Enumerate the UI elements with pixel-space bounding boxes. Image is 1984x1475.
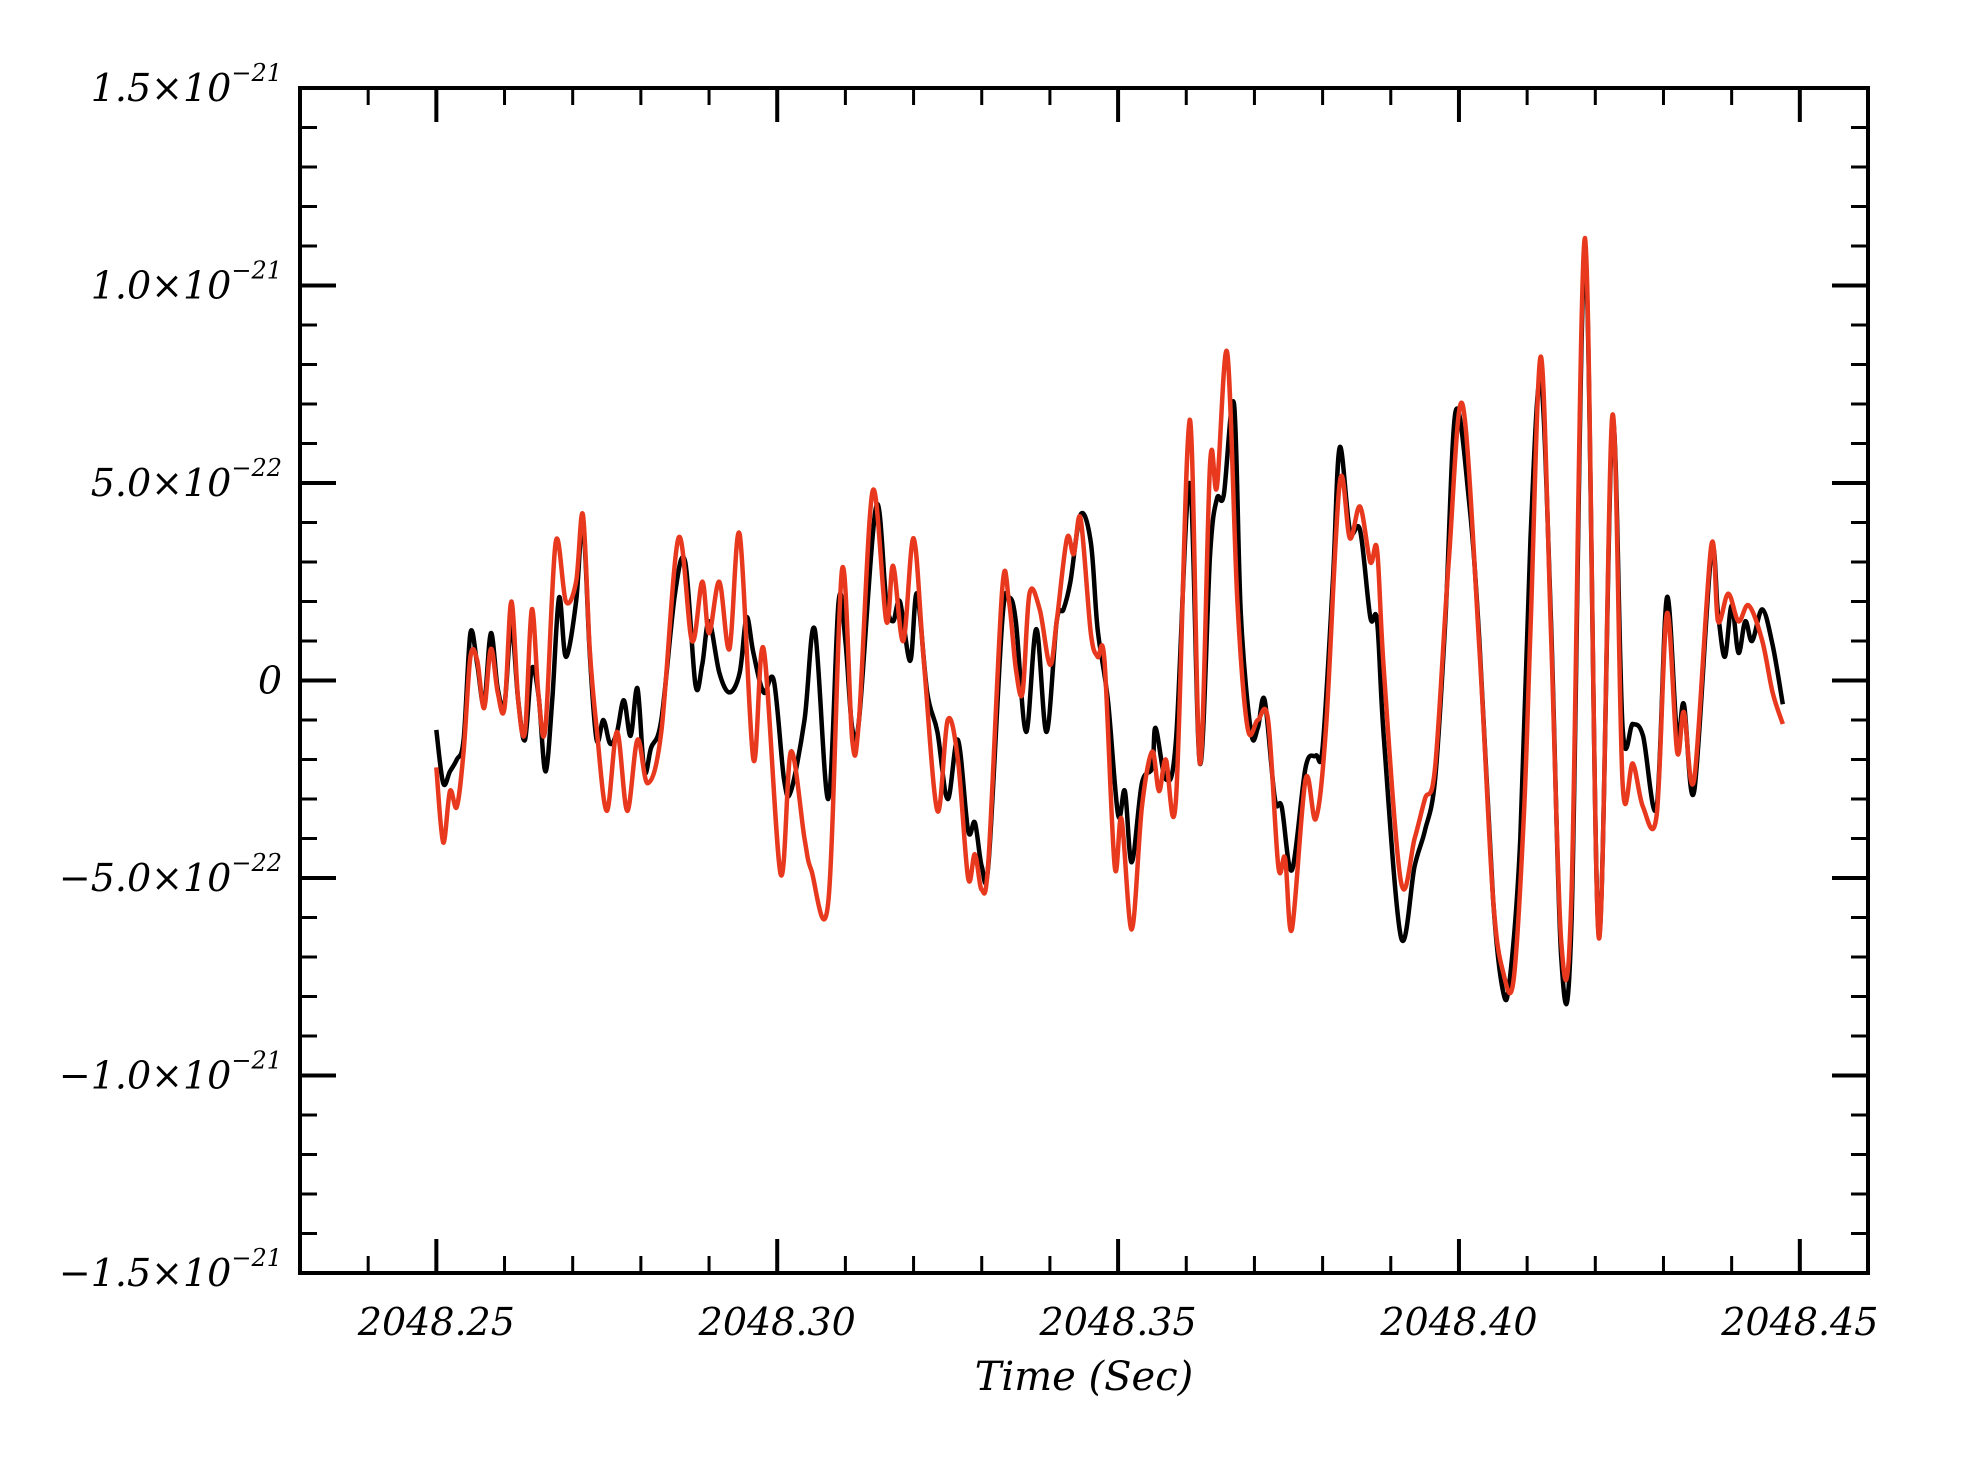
y-tick-label: 5.0×10−22 xyxy=(91,454,282,505)
series-line-red xyxy=(434,235,1785,996)
y-tick-label: 0 xyxy=(258,659,282,703)
y-tick-label: −1.5×10−21 xyxy=(59,1244,282,1295)
y-tick-labels: 1.5×10−21 1.0×10−21 5.0×10−22 0 −5.0×10−22 −1… xyxy=(59,59,282,1295)
x-tick-labels: 2048.25 2048.30 2048.35 2048.40 2048.45 xyxy=(357,1300,1879,1344)
x-tick-label: 2048.35 xyxy=(1039,1300,1197,1344)
y-tick-label: −5.0×10−22 xyxy=(59,849,282,900)
x-tick-label: 2048.45 xyxy=(1720,1300,1878,1344)
x-tick-label: 2048.40 xyxy=(1379,1300,1537,1344)
x-axis-title: Time (Sec) xyxy=(975,1354,1193,1400)
plot-area xyxy=(434,235,1786,1007)
x-tick-label: 2048.25 xyxy=(357,1300,515,1344)
plot-frame xyxy=(298,86,1870,1275)
y-tick-label: 1.0×10−21 xyxy=(91,257,282,308)
x-tick-label: 2048.30 xyxy=(698,1300,856,1344)
y-tick-label: 1.5×10−21 xyxy=(91,59,282,110)
y-tick-label: −1.0×10−21 xyxy=(59,1047,282,1098)
